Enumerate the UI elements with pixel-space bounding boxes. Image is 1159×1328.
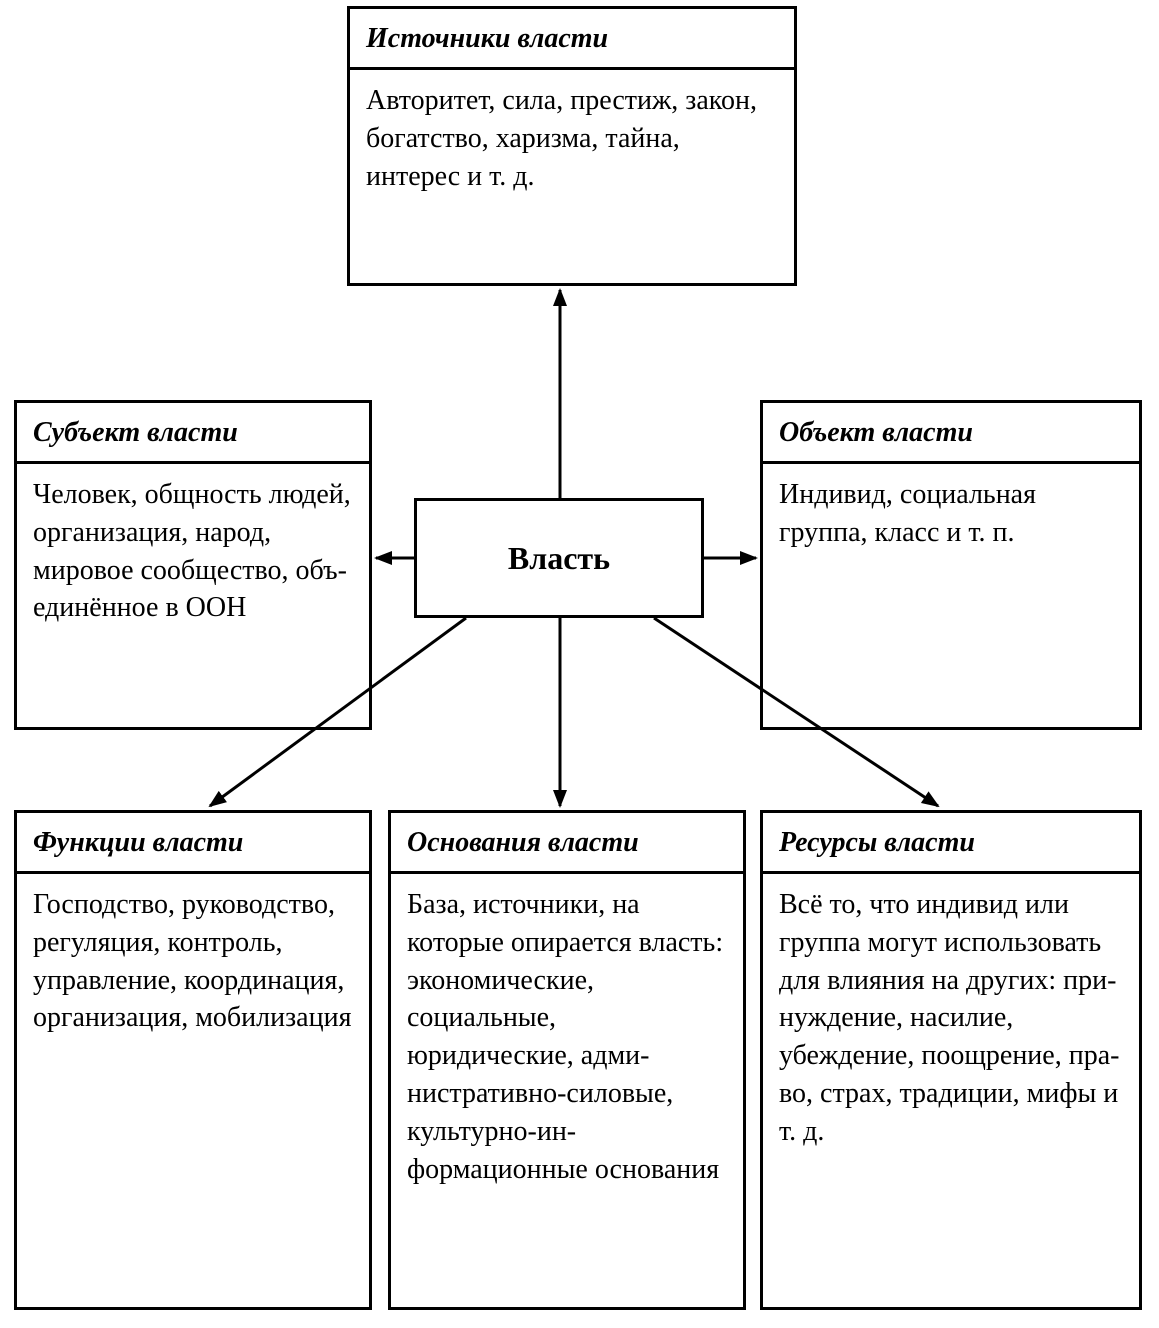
node-resources-title: Ресурсы власти: [763, 813, 1139, 874]
node-functions-title: Функции власти: [17, 813, 369, 874]
center-label: Власть: [508, 540, 610, 577]
center-node: Власть: [414, 498, 704, 618]
diagram-canvas: Власть Источники власти Авторитет, сила,…: [0, 0, 1159, 1328]
node-grounds-body: База, источники, на которые опирается вл…: [391, 874, 743, 1204]
node-functions-body: Господство, руко­водство, регуля­ция, ко…: [17, 874, 369, 1053]
node-grounds-title: Основания власти: [391, 813, 743, 874]
node-subject-title: Субъект власти: [17, 403, 369, 464]
node-subject-body: Человек, общность людей, организа­ция, н…: [17, 464, 369, 643]
node-sources-title: Источники власти: [350, 9, 794, 70]
node-object-body: Индивид, соци­альная группа, класс и т. …: [763, 464, 1139, 568]
node-object-title: Объект власти: [763, 403, 1139, 464]
node-object: Объект власти Индивид, соци­альная групп…: [760, 400, 1142, 730]
node-resources-body: Всё то, что инди­вид или группа могут ис…: [763, 874, 1139, 1167]
node-sources: Источники власти Авторитет, сила, прести…: [347, 6, 797, 286]
node-resources: Ресурсы власти Всё то, что инди­вид или …: [760, 810, 1142, 1310]
node-sources-body: Авторитет, сила, престиж, закон, бо­гатс…: [350, 70, 794, 211]
node-subject: Субъект власти Человек, общность людей, …: [14, 400, 372, 730]
node-functions: Функции власти Господство, руко­водство,…: [14, 810, 372, 1310]
node-grounds: Основания власти База, источники, на кот…: [388, 810, 746, 1310]
